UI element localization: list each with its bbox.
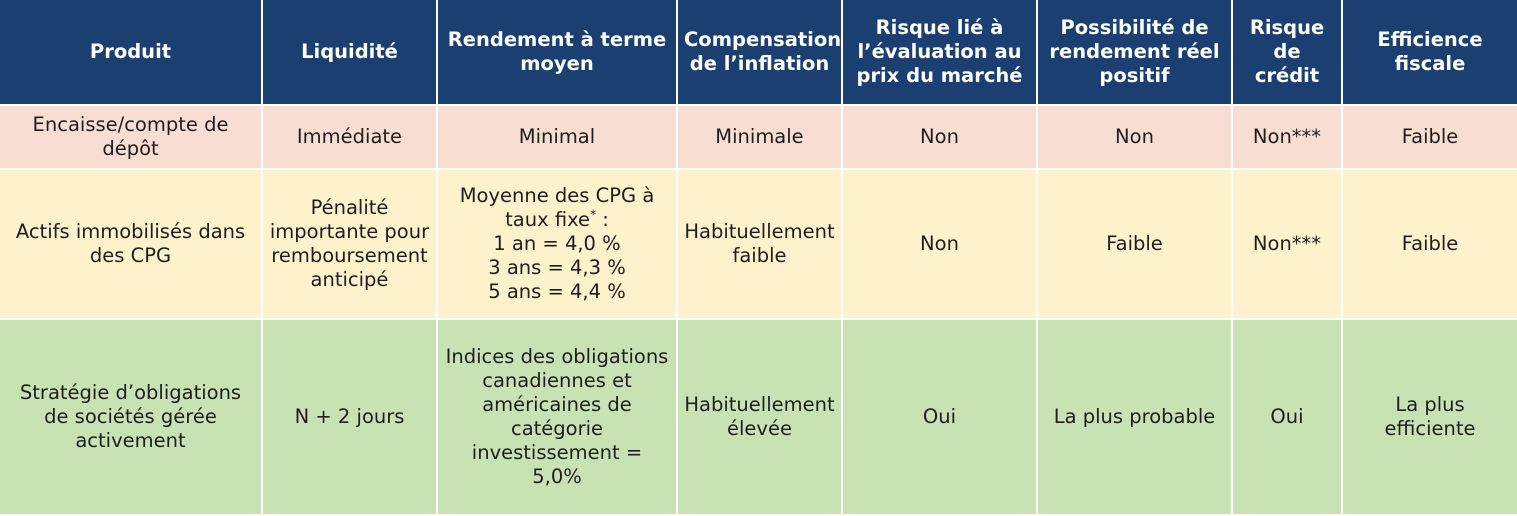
cell-inflation: Habituellement faible	[677, 169, 843, 320]
header-row: Produit Liquidité Rendement à terme moye…	[0, 0, 1517, 106]
cell-risque-marche: Non	[842, 105, 1038, 170]
header-produit: Produit	[0, 0, 263, 106]
table-row: Encaisse/compte de dépôt Immédiate Minim…	[0, 105, 1517, 170]
table-row: Actifs immobilisés dans des CPG Pénalité…	[0, 169, 1517, 320]
cell-risque-credit: Oui	[1232, 319, 1343, 516]
rendement-heading-colon: :	[596, 208, 609, 231]
cell-risque-marche: Non	[842, 169, 1038, 320]
header-liquidite: Liquidité	[262, 0, 438, 106]
cell-efficience: La plus efficiente	[1342, 319, 1517, 516]
cell-rendement-reel: Faible	[1037, 169, 1233, 320]
cell-produit: Stratégie d’obligations de sociétés géré…	[0, 319, 263, 516]
cell-rendement: Minimal	[437, 105, 678, 170]
cell-risque-credit: Non***	[1232, 105, 1343, 170]
cell-efficience: Faible	[1342, 169, 1517, 320]
cell-risque-credit: Non***	[1232, 169, 1343, 320]
header-rendement-reel: Possibilité de rendement réel positif	[1037, 0, 1233, 106]
cell-liquidite: Pénalité importante pour remboursement a…	[262, 169, 438, 320]
table-row: Stratégie d’obligations de sociétés géré…	[0, 319, 1517, 516]
cell-liquidite: Immédiate	[262, 105, 438, 170]
rendement-line: 3 ans = 4,3 %	[488, 256, 626, 279]
header-risque-marche: Risque lié à l’évaluation au prix du mar…	[842, 0, 1038, 106]
header-risque-credit: Risque de crédit	[1232, 0, 1343, 106]
cell-rendement: Moyenne des CPG à taux fixe* : 1 an = 4,…	[437, 169, 678, 320]
cell-inflation: Minimale	[677, 105, 843, 170]
rendement-heading: Moyenne des CPG à taux fixe* :	[444, 184, 670, 232]
cell-produit: Actifs immobilisés dans des CPG	[0, 169, 263, 320]
cell-efficience: Faible	[1342, 105, 1517, 170]
header-inflation: Compensation de l’inflation	[677, 0, 843, 106]
header-efficience: Efficience fiscale	[1342, 0, 1517, 106]
cell-liquidite: N + 2 jours	[262, 319, 438, 516]
rendement-line: 1 an = 4,0 %	[493, 232, 621, 255]
cell-risque-marche: Oui	[842, 319, 1038, 516]
rendement-line: 5 ans = 4,4 %	[488, 280, 626, 303]
footnote-mark: *	[590, 207, 597, 222]
cell-rendement-reel: La plus probable	[1037, 319, 1233, 516]
rendement-heading-text: Moyenne des CPG à taux fixe	[459, 184, 655, 231]
cell-produit: Encaisse/compte de dépôt	[0, 105, 263, 170]
header-rendement: Rendement à terme moyen	[437, 0, 678, 106]
cell-rendement: Indices des obligations canadiennes et a…	[437, 319, 678, 516]
cell-inflation: Habituellement élevée	[677, 319, 843, 516]
cell-rendement-reel: Non	[1037, 105, 1233, 170]
